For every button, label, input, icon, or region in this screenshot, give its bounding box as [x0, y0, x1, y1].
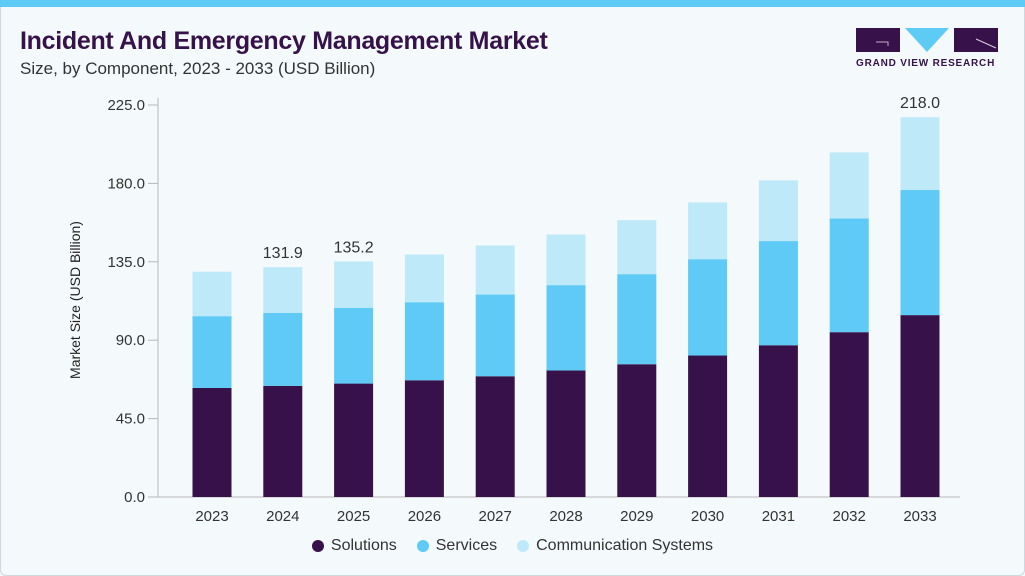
legend-item-communication-systems[interactable]: Communication Systems — [517, 537, 713, 555]
y-tick-label: 180.0 — [107, 175, 145, 192]
x-tick-label: 2028 — [549, 508, 582, 525]
x-tick-label: 2031 — [762, 508, 795, 525]
bar-communication-systems-2032 — [829, 152, 869, 219]
bar-services-2032 — [829, 218, 869, 333]
x-tick-label: 2023 — [195, 508, 228, 525]
top-accent-bar — [0, 0, 1025, 7]
y-tick-label: 90.0 — [116, 332, 145, 349]
chart-title: Incident And Emergency Management Market — [20, 27, 548, 55]
bar-solutions-2026 — [404, 380, 444, 497]
bar-services-2033 — [900, 190, 940, 316]
bar-communication-systems-2024 — [263, 267, 303, 313]
legend-label: Services — [435, 537, 498, 554]
bar-communication-systems-2026 — [404, 254, 444, 303]
x-tick-label: 2026 — [408, 508, 441, 525]
bar-services-2030 — [688, 259, 728, 356]
data-label-2025: 135.2 — [334, 239, 374, 256]
bar-solutions-2033 — [900, 315, 940, 497]
bar-services-2027 — [475, 294, 515, 377]
data-label-2024: 131.9 — [263, 245, 303, 262]
bar-solutions-2024 — [263, 385, 303, 497]
x-tick-label: 2025 — [337, 508, 370, 525]
legend-swatch-solutions — [311, 540, 324, 552]
bar-solutions-2025 — [334, 383, 374, 497]
bar-services-2029 — [617, 274, 657, 365]
bar-services-2023 — [192, 316, 232, 388]
bar-solutions-2028 — [546, 370, 586, 497]
bar-services-2024 — [263, 312, 303, 386]
chart-subtitle: Size, by Component, 2023 - 2033 (USD Bil… — [20, 59, 376, 78]
y-tick-label: 0.0 — [124, 489, 145, 506]
bar-services-2028 — [546, 285, 586, 371]
legend-item-services[interactable]: Services — [416, 537, 498, 555]
bar-services-2025 — [334, 307, 374, 384]
x-tick-label: 2029 — [620, 508, 653, 525]
bar-communication-systems-2028 — [546, 234, 586, 286]
legend-item-solutions[interactable]: Solutions — [311, 537, 397, 555]
y-tick-label: 225.0 — [107, 97, 145, 114]
bar-solutions-2023 — [192, 387, 232, 497]
bar-communication-systems-2025 — [334, 261, 374, 308]
bar-communication-systems-2031 — [758, 180, 798, 242]
bar-solutions-2029 — [617, 364, 657, 497]
bar-communication-systems-2030 — [688, 202, 728, 260]
legend: Solutions Services Communication Systems — [0, 537, 1025, 555]
logo-text: GRAND VIEW RESEARCH — [856, 58, 996, 69]
bar-solutions-2027 — [475, 376, 515, 497]
data-label-2033: 218.0 — [900, 95, 940, 112]
bar-solutions-2031 — [758, 345, 798, 497]
bar-solutions-2032 — [829, 332, 869, 497]
grand-view-research-logo: GRAND VIEW RESEARCH — [856, 28, 998, 69]
y-axis-label: Market Size (USD Billion) — [67, 221, 83, 379]
bar-communication-systems-2023 — [192, 271, 232, 317]
bar-communication-systems-2033 — [900, 117, 940, 191]
y-tick-label: 135.0 — [107, 254, 145, 271]
legend-label: Solutions — [330, 537, 397, 554]
bar-communication-systems-2029 — [617, 220, 657, 275]
x-tick-label: 2032 — [833, 508, 866, 525]
x-tick-label: 2033 — [903, 508, 936, 525]
bar-services-2031 — [758, 241, 798, 346]
legend-label: Communication Systems — [536, 537, 714, 554]
x-tick-label: 2027 — [479, 508, 512, 525]
legend-swatch-services — [416, 540, 429, 552]
bar-solutions-2030 — [688, 355, 728, 497]
gvr-logo-mark — [856, 28, 998, 52]
legend-swatch-communication — [517, 540, 530, 552]
y-tick-label: 45.0 — [116, 411, 145, 428]
x-tick-label: 2024 — [266, 508, 299, 525]
x-tick-label: 2030 — [691, 508, 724, 525]
bar-services-2026 — [404, 302, 444, 381]
bar-communication-systems-2027 — [475, 245, 515, 295]
